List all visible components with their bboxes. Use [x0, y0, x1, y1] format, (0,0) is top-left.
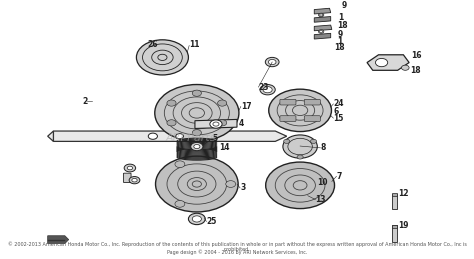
Text: 13: 13 [315, 195, 326, 204]
Text: 9: 9 [337, 30, 342, 39]
Text: 10: 10 [317, 178, 328, 187]
Circle shape [127, 166, 133, 170]
Circle shape [260, 84, 275, 95]
Circle shape [265, 57, 279, 67]
Circle shape [132, 178, 137, 182]
Circle shape [192, 130, 201, 136]
Circle shape [226, 181, 236, 188]
Circle shape [297, 155, 303, 159]
Text: 18: 18 [410, 66, 420, 75]
Text: © 2002-2013 American Honda Motor Co., Inc. Reproduction of the contents of this : © 2002-2013 American Honda Motor Co., In… [8, 241, 466, 252]
Polygon shape [314, 8, 331, 14]
Circle shape [401, 65, 409, 70]
Text: 24: 24 [333, 99, 344, 109]
Text: 19: 19 [399, 221, 409, 231]
Text: 16: 16 [411, 51, 421, 60]
Circle shape [194, 145, 200, 149]
Text: 17: 17 [241, 102, 251, 111]
Polygon shape [48, 131, 54, 141]
Text: 3: 3 [240, 183, 246, 192]
Polygon shape [392, 194, 397, 208]
Circle shape [213, 122, 219, 126]
Circle shape [319, 13, 324, 17]
Text: 8: 8 [320, 143, 326, 152]
Circle shape [269, 89, 331, 132]
Polygon shape [48, 236, 69, 243]
Polygon shape [54, 131, 287, 141]
Text: 14: 14 [219, 143, 229, 152]
Text: 4: 4 [239, 119, 244, 128]
Circle shape [148, 133, 157, 139]
Circle shape [268, 60, 276, 64]
Circle shape [129, 177, 140, 184]
Text: 1: 1 [337, 37, 342, 46]
Circle shape [266, 162, 335, 208]
Circle shape [218, 120, 227, 126]
Polygon shape [314, 17, 331, 22]
Circle shape [175, 161, 185, 168]
FancyBboxPatch shape [304, 116, 320, 121]
Text: 18: 18 [337, 20, 348, 30]
FancyBboxPatch shape [280, 116, 296, 121]
Circle shape [176, 134, 183, 139]
Circle shape [310, 139, 317, 143]
Text: 23: 23 [258, 83, 269, 92]
Text: 26: 26 [147, 40, 158, 49]
Circle shape [155, 84, 239, 141]
Circle shape [155, 156, 238, 212]
Circle shape [283, 135, 317, 158]
Circle shape [175, 200, 185, 207]
Text: 12: 12 [399, 189, 409, 198]
Text: 5: 5 [212, 134, 217, 143]
Circle shape [192, 216, 201, 222]
Polygon shape [314, 33, 331, 39]
Polygon shape [195, 119, 237, 128]
Circle shape [167, 100, 176, 106]
Circle shape [191, 142, 203, 151]
Polygon shape [314, 25, 332, 31]
Circle shape [263, 87, 272, 93]
Text: 25: 25 [206, 217, 217, 226]
Polygon shape [392, 193, 397, 196]
Text: Page design © 2004 - 2016 by ARI Network Services, Inc.: Page design © 2004 - 2016 by ARI Network… [167, 249, 307, 255]
Circle shape [137, 40, 189, 75]
Text: 2: 2 [82, 97, 87, 106]
Text: 7: 7 [337, 172, 342, 181]
Circle shape [319, 14, 323, 16]
Text: 18: 18 [334, 43, 345, 52]
Polygon shape [392, 225, 397, 228]
FancyBboxPatch shape [280, 99, 296, 105]
Circle shape [319, 31, 323, 33]
Circle shape [167, 120, 176, 126]
Text: 15: 15 [333, 114, 344, 123]
Text: ARI Parts: ARI Parts [166, 133, 216, 142]
FancyBboxPatch shape [304, 99, 320, 105]
Circle shape [210, 120, 222, 128]
Circle shape [192, 90, 201, 96]
Text: 11: 11 [189, 40, 200, 49]
Circle shape [319, 30, 324, 33]
Circle shape [283, 139, 290, 143]
FancyBboxPatch shape [123, 173, 131, 183]
Circle shape [218, 100, 227, 106]
Circle shape [375, 59, 388, 67]
Text: 9: 9 [341, 1, 346, 10]
Polygon shape [392, 225, 397, 242]
Circle shape [124, 164, 136, 172]
Text: 1: 1 [338, 13, 344, 22]
Circle shape [189, 213, 205, 225]
Polygon shape [367, 55, 409, 70]
Text: 6: 6 [333, 107, 338, 116]
